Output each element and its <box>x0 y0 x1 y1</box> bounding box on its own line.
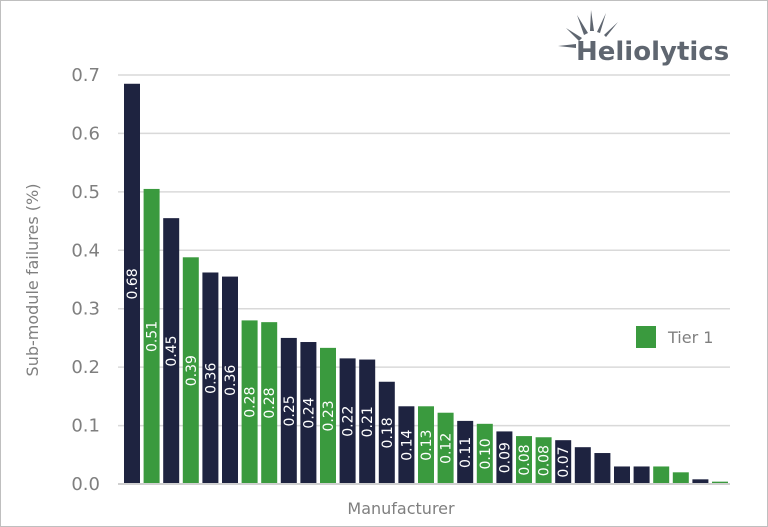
bar <box>398 406 415 484</box>
bar <box>339 358 356 484</box>
data-label: 0.10 <box>478 438 494 469</box>
bar <box>535 437 552 484</box>
bar <box>300 342 317 484</box>
bar <box>457 420 474 484</box>
bar <box>633 466 650 484</box>
data-label: 0.51 <box>145 321 161 352</box>
data-label: 0.08 <box>537 445 553 476</box>
sun-rays-icon <box>558 10 618 48</box>
legend-label-tier1: Tier 1 <box>667 328 713 347</box>
bar <box>359 359 376 484</box>
y-tick-label: 0.2 <box>71 357 100 378</box>
data-label: 0.23 <box>321 400 337 431</box>
y-axis-ticks: 0.0 0.1 0.2 0.3 0.4 0.5 0.6 0.7 <box>71 65 100 495</box>
bar <box>437 412 454 484</box>
bar <box>594 453 611 484</box>
y-tick-label: 0.0 <box>71 474 100 495</box>
data-label: 0.28 <box>243 387 259 418</box>
data-label: 0.13 <box>419 430 435 461</box>
data-label: 0.07 <box>556 447 572 478</box>
data-label: 0.11 <box>458 437 474 468</box>
data-label: 0.08 <box>517 444 533 475</box>
data-label: 0.25 <box>282 395 298 426</box>
bars: 0.680.51 0.450.39 0.36 0.360.28 0.28 0.25 0.24… <box>124 83 728 484</box>
data-label: 0.22 <box>341 406 357 437</box>
data-label: 0.45 <box>164 335 180 366</box>
heliolytics-logo: Heliolytics <box>558 10 729 67</box>
y-tick-label: 0.3 <box>71 299 100 320</box>
data-label: 0.68 <box>125 268 141 299</box>
legend: Tier 1 <box>636 326 713 348</box>
data-label: 0.39 <box>184 355 200 386</box>
bar <box>163 218 180 484</box>
bar <box>182 257 199 484</box>
data-label: 0.18 <box>380 417 396 448</box>
data-label: 0.21 <box>360 406 376 437</box>
gridlines <box>118 74 730 427</box>
bar <box>653 466 670 484</box>
data-label: 0.24 <box>301 397 317 428</box>
y-axis-label: Sub-module failures (%) <box>23 184 42 377</box>
bar <box>574 447 591 484</box>
bar <box>496 431 513 484</box>
bar <box>261 322 278 484</box>
bar <box>614 466 630 484</box>
bar <box>124 83 140 484</box>
bar <box>320 347 336 484</box>
data-label: 0.12 <box>439 433 455 464</box>
bar <box>476 423 493 484</box>
data-label: 0.28 <box>262 387 278 418</box>
bar <box>692 479 709 484</box>
bar <box>555 440 572 484</box>
bar <box>241 320 258 484</box>
brand-name: Heliolytics <box>576 37 729 67</box>
legend-swatch-tier1 <box>636 326 656 348</box>
x-axis-label: Manufacturer <box>347 499 455 518</box>
data-label: 0.36 <box>203 363 219 394</box>
y-tick-label: 0.5 <box>71 182 100 203</box>
bar <box>222 276 238 484</box>
bar <box>712 481 728 484</box>
data-label: 0.09 <box>497 442 513 473</box>
y-tick-label: 0.1 <box>71 416 100 437</box>
bar <box>378 381 395 484</box>
y-tick-label: 0.4 <box>71 240 100 261</box>
data-label: 0.14 <box>399 429 415 460</box>
bar <box>418 406 434 484</box>
data-label: 0.36 <box>223 365 239 396</box>
y-tick-label: 0.7 <box>71 65 100 86</box>
bar <box>280 337 297 484</box>
bar <box>672 472 689 484</box>
y-tick-label: 0.6 <box>71 123 100 144</box>
bar <box>202 272 219 484</box>
bar <box>516 436 532 484</box>
bar <box>143 188 160 484</box>
